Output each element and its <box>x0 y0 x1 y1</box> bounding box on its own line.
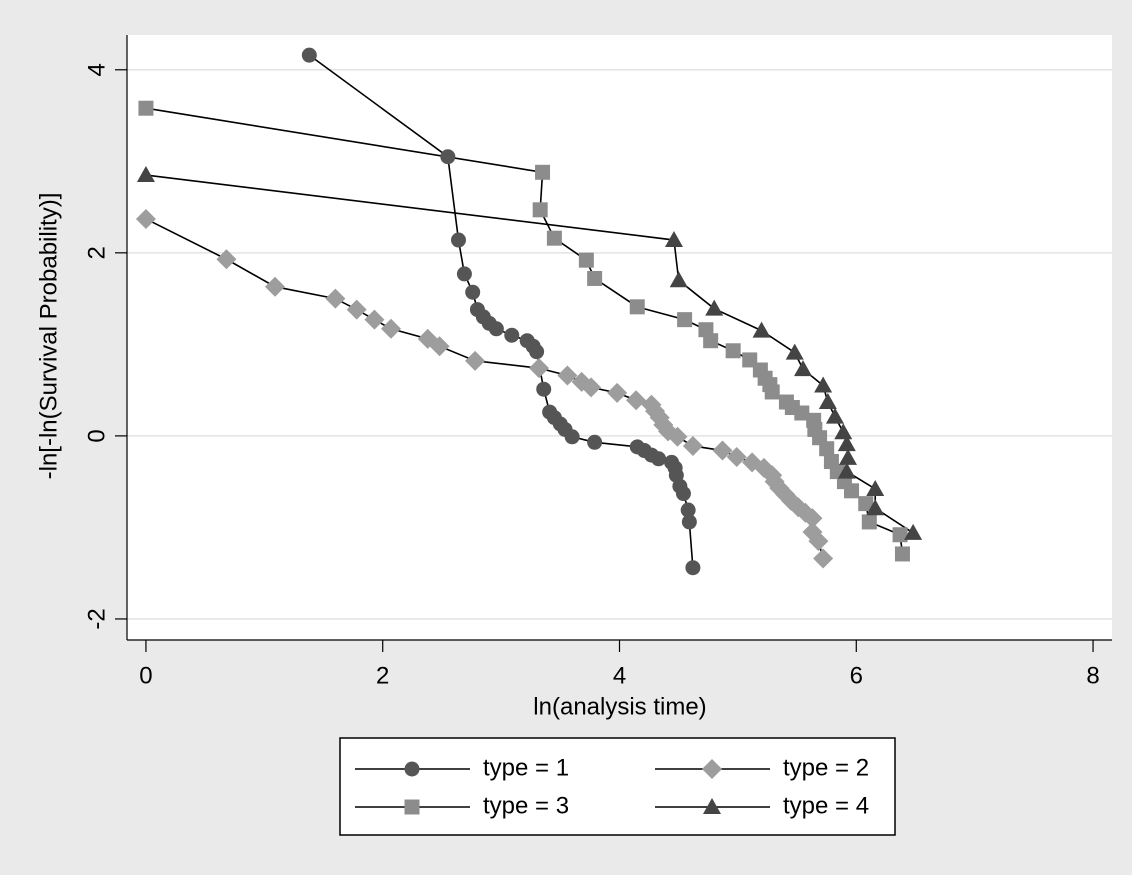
marker <box>557 365 578 386</box>
marker <box>578 252 594 268</box>
marker <box>785 343 804 360</box>
plot-area <box>127 35 1112 640</box>
marker <box>725 343 741 359</box>
marker <box>532 202 548 218</box>
marker <box>894 546 910 562</box>
marker <box>866 479 885 496</box>
marker <box>712 440 733 461</box>
marker <box>667 426 688 447</box>
marker <box>825 407 844 424</box>
marker <box>802 508 823 529</box>
x-tick-label: 2 <box>376 662 389 689</box>
marker <box>364 309 385 330</box>
x-tick-label: 6 <box>850 662 863 689</box>
marker <box>626 390 647 411</box>
marker <box>381 318 402 339</box>
x-tick-label: 0 <box>139 662 152 689</box>
marker <box>858 496 874 512</box>
x-axis-label: ln(analysis time) <box>533 693 706 720</box>
marker <box>703 333 719 349</box>
marker <box>669 271 688 288</box>
legend-box <box>339 737 896 836</box>
marker <box>681 514 697 530</box>
marker <box>587 434 603 450</box>
legend-marker <box>404 799 420 815</box>
marker <box>264 276 285 297</box>
marker <box>629 299 645 315</box>
marker <box>861 514 877 530</box>
legend-label: type = 4 <box>783 792 869 819</box>
legend-label: type = 3 <box>483 792 569 819</box>
marker <box>529 344 545 360</box>
marker <box>216 249 237 270</box>
y-tick-label: 0 <box>83 429 110 442</box>
marker <box>664 231 683 248</box>
marker <box>301 47 317 63</box>
marker <box>429 336 450 357</box>
marker <box>440 149 456 165</box>
marker <box>456 266 472 282</box>
marker <box>325 288 346 309</box>
y-tick-label: 4 <box>83 63 110 76</box>
marker <box>680 502 696 518</box>
marker <box>838 448 857 465</box>
x-tick-label: 4 <box>613 662 626 689</box>
marker <box>546 230 562 246</box>
marker <box>904 523 923 540</box>
marker <box>808 531 829 552</box>
marker <box>535 164 551 180</box>
marker <box>834 423 853 440</box>
marker <box>764 384 780 400</box>
marker <box>675 486 691 502</box>
marker <box>135 208 156 229</box>
marker <box>138 100 154 116</box>
marker <box>819 441 835 457</box>
marker <box>346 299 367 320</box>
marker <box>726 446 747 467</box>
marker <box>685 560 701 576</box>
marker <box>837 462 856 479</box>
marker <box>818 393 837 410</box>
legend-marker <box>703 798 721 814</box>
marker <box>682 435 703 456</box>
marker <box>564 429 580 445</box>
marker <box>837 435 856 452</box>
legend-marker <box>404 761 420 777</box>
marker <box>607 382 628 403</box>
marker <box>136 166 155 183</box>
marker <box>813 548 834 569</box>
y-tick-label: -2 <box>83 608 110 629</box>
marker <box>892 527 908 543</box>
marker <box>488 321 504 337</box>
y-axis-label: -ln[-ln(Survival Probability)] <box>35 193 62 480</box>
marker <box>581 377 602 398</box>
marker <box>705 299 724 316</box>
legend-label: type = 2 <box>783 754 869 781</box>
marker <box>651 451 667 467</box>
marker <box>752 321 771 338</box>
marker <box>587 270 603 286</box>
x-tick-label: 8 <box>1086 662 1099 689</box>
marker <box>528 358 549 379</box>
marker <box>844 483 860 499</box>
marker <box>465 284 481 300</box>
legend-label: type = 1 <box>483 754 569 781</box>
y-tick-label: 2 <box>83 246 110 259</box>
marker <box>450 232 466 248</box>
marker <box>814 376 833 393</box>
marker <box>794 360 813 377</box>
marker <box>536 381 552 397</box>
marker <box>794 405 810 421</box>
marker <box>504 327 520 343</box>
marker <box>677 312 693 328</box>
marker <box>465 350 486 371</box>
legend-marker <box>702 759 722 779</box>
marker <box>866 499 885 516</box>
